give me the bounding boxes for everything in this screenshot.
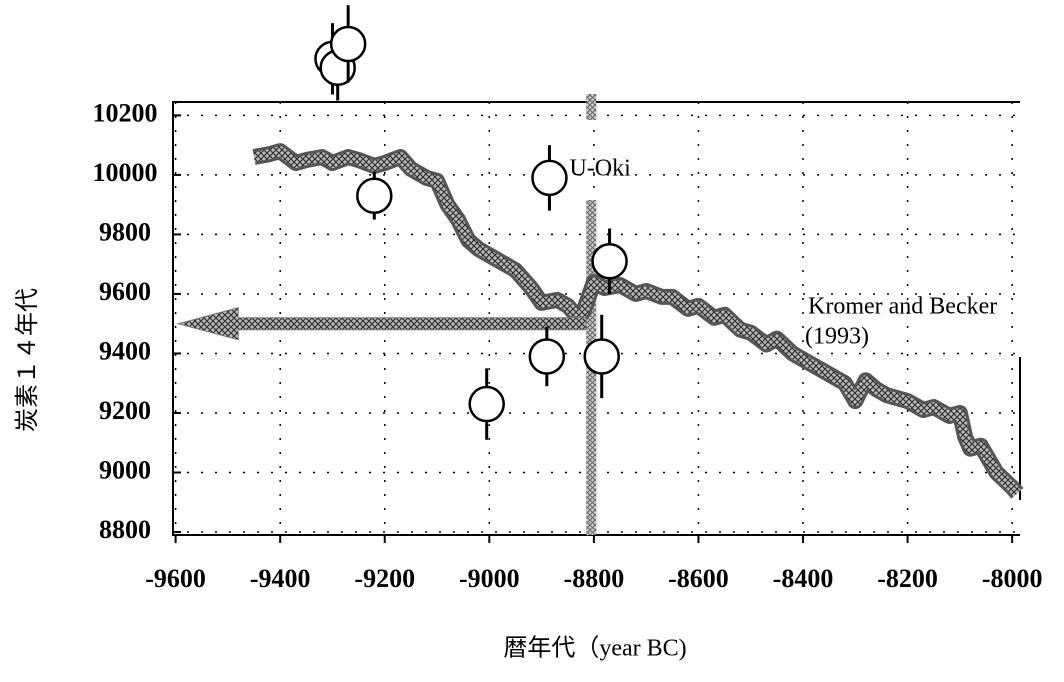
point xyxy=(531,159,568,197)
axis-frame xyxy=(172,101,1020,536)
x-tick-label: -8600 xyxy=(668,564,729,593)
y-tick-label: 9600 xyxy=(99,277,151,306)
y-tick-label: 9400 xyxy=(99,336,151,365)
y-axis-title: 炭素１４年代 xyxy=(13,288,41,432)
x-tick-label: -8400 xyxy=(773,564,834,593)
calibration-curve-texture xyxy=(253,146,1022,497)
x-tick-label: -8000 xyxy=(982,564,1043,593)
y-tick-label: 8800 xyxy=(99,515,151,544)
point xyxy=(591,242,628,280)
arrow xyxy=(176,307,587,341)
y-tick-label: 10200 xyxy=(93,98,158,127)
y-tick-label: 9200 xyxy=(99,396,151,425)
y-tick-label: 9000 xyxy=(99,455,151,484)
point xyxy=(356,177,393,214)
highlight-band-top xyxy=(586,94,597,120)
point xyxy=(528,338,566,375)
x-tick-label: -9000 xyxy=(459,564,520,593)
x-tick-label: -9400 xyxy=(250,564,311,593)
x-tick-label: -8800 xyxy=(564,564,625,593)
point xyxy=(468,385,505,423)
point xyxy=(329,25,367,63)
x-tick-label: -9200 xyxy=(354,564,415,593)
curve-label: Kromer and Becker xyxy=(808,294,997,320)
y-tick-label: 10000 xyxy=(93,158,158,187)
point-label: U-Oki xyxy=(569,155,631,181)
x-tick-label: -9600 xyxy=(145,564,206,593)
y-tick-label: 9800 xyxy=(99,217,151,246)
x-tick-label: -8200 xyxy=(877,564,938,593)
curve-label-year: (1993) xyxy=(805,324,869,350)
point xyxy=(583,338,620,375)
x-axis-title: 暦年代（year BC) xyxy=(503,635,686,662)
